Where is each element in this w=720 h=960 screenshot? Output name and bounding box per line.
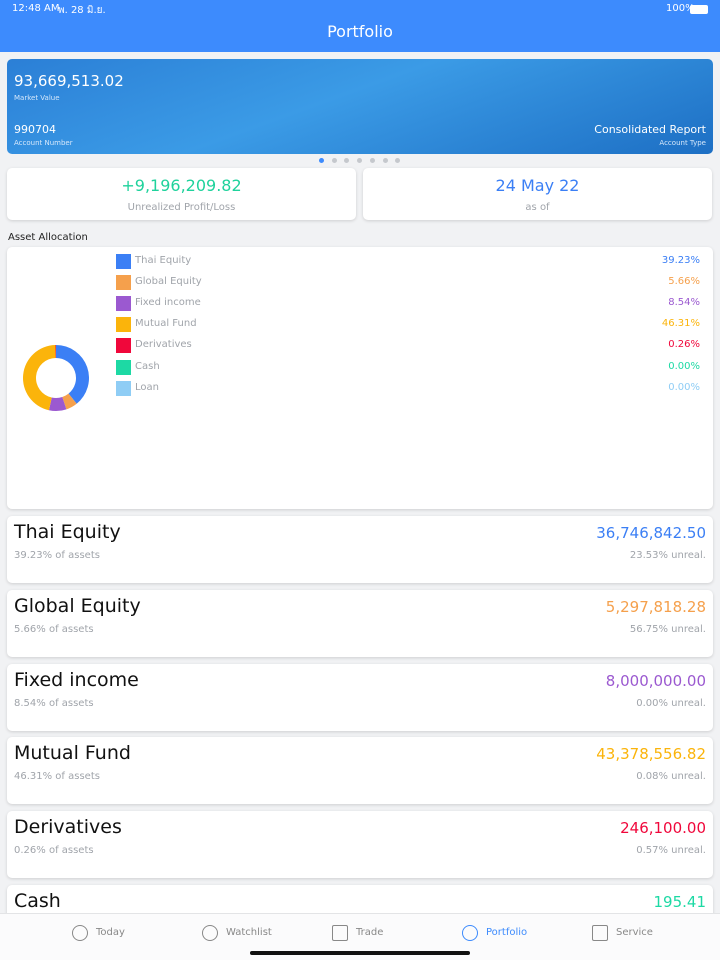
- allocation-card: Thai Equity 39.23% Global Equity 5.66% Fixed…: [7, 247, 713, 509]
- asset-unrealized: 0.00% unreal.: [636, 697, 706, 709]
- legend-swatch: [116, 317, 131, 333]
- legend-label: Mutual Fund: [135, 318, 197, 330]
- legend-swatch: [116, 380, 131, 396]
- tab-icon[interactable]: [202, 925, 218, 941]
- legend-value: 0.26%: [668, 339, 700, 351]
- legend-swatch: [116, 338, 131, 354]
- tab-bar: Today Watchlist Trade Portfolio Service: [0, 913, 720, 960]
- asset-value: 5,297,818.28: [605, 597, 706, 616]
- legend-label: Global Equity: [135, 276, 202, 288]
- legend-value: 0.00%: [668, 381, 700, 393]
- asset-value: 195.41: [653, 893, 707, 911]
- tab-icon[interactable]: [332, 925, 348, 941]
- status-date: พ. 28 มิ.ย.: [58, 5, 106, 16]
- legend-swatch: [116, 359, 131, 375]
- asset-unrealized: 23.53% unreal.: [629, 550, 706, 561]
- asset-share: 0.26% of assets: [14, 845, 94, 857]
- donut-slice: [55, 345, 56, 359]
- asset-value: 36,746,842.50: [596, 524, 706, 542]
- asset-unrealized: 0.08% unreal.: [636, 771, 706, 783]
- battery-icon: [690, 5, 708, 14]
- asset-unrealized: 0.57% unreal.: [636, 845, 706, 857]
- stat-value: 24 May 22: [495, 176, 580, 195]
- account-type: Consolidated Report: [594, 123, 706, 136]
- asset-name: Global Equity: [14, 594, 141, 617]
- asset-card[interactable]: Global Equity 5,297,818.28 5.66% of assets…: [7, 589, 713, 657]
- tab-label[interactable]: Trade: [356, 927, 384, 938]
- legend-value: 8.54%: [668, 297, 700, 309]
- page-dot[interactable]: [382, 158, 388, 163]
- legend-swatch: [116, 275, 131, 291]
- asset-unrealized: 56.75% unreal.: [629, 623, 706, 635]
- asset-value: 8,000,000.00: [605, 671, 706, 690]
- asset-share: 39.23% of assets: [14, 550, 100, 561]
- legend-value: 0.00%: [668, 360, 700, 372]
- donut-slice: [56, 345, 90, 404]
- legend-swatch: [116, 296, 131, 312]
- legend-label: Derivatives: [135, 339, 192, 351]
- section-title: Asset Allocation: [8, 232, 88, 243]
- page-dot[interactable]: [344, 158, 350, 163]
- asset-name: Thai Equity: [14, 521, 121, 543]
- page-dot[interactable]: [357, 158, 363, 163]
- donut-chart: [22, 345, 90, 411]
- status-time: 12:48 AM: [12, 3, 60, 14]
- legend-swatch: [116, 254, 131, 269]
- tab-icon[interactable]: [462, 925, 478, 941]
- asset-name: Cash: [14, 890, 61, 912]
- tab-icon[interactable]: [592, 925, 608, 941]
- asset-share: 8.54% of assets: [14, 697, 94, 709]
- asset-card[interactable]: Thai Equity 36,746,842.50 39.23% of assets…: [7, 516, 713, 583]
- status-battery: 100%: [666, 3, 695, 14]
- donut-slice: [48, 396, 67, 411]
- tab-label[interactable]: Today: [96, 927, 125, 938]
- page-dot[interactable]: [369, 158, 375, 163]
- donut-slice: [22, 345, 56, 411]
- summary-card: 93,669,513.02 Market Value 990704 Account N…: [7, 59, 713, 154]
- legend-value: 46.31%: [661, 318, 700, 330]
- asset-card[interactable]: Derivatives 246,100.00 0.26% of assets 0.57…: [7, 811, 713, 879]
- tab-label[interactable]: Service: [616, 927, 653, 938]
- asset-card[interactable]: Fixed income 8,000,000.00 8.54% of assets 0…: [7, 663, 713, 731]
- stat-card: +9,196,209.82 Unrealized Profit/Loss: [7, 168, 356, 220]
- page-dot[interactable]: [395, 158, 401, 163]
- asset-share: 46.31% of assets: [14, 771, 100, 783]
- stat-card: 24 May 22 as of: [363, 168, 712, 220]
- market-value-label: Market Value: [14, 94, 60, 102]
- asset-value: 246,100.00: [620, 819, 706, 838]
- legend-label: Cash: [135, 360, 160, 372]
- stat-label: Unrealized Profit/Loss: [127, 202, 236, 213]
- asset-value: 43,378,556.82: [596, 745, 706, 764]
- stat-value: +9,196,209.82: [121, 176, 242, 195]
- legend-value: 5.66%: [668, 276, 700, 288]
- tab-label[interactable]: Portfolio: [486, 927, 528, 938]
- account-number: 990704: [14, 123, 56, 136]
- page-dot[interactable]: [319, 158, 324, 163]
- account-number-label: Account Number: [14, 139, 73, 147]
- legend-label: Thai Equity: [135, 255, 192, 266]
- account-type-label: Account Type: [659, 139, 706, 147]
- legend-label: Fixed income: [135, 297, 201, 309]
- header-bar: [0, 0, 720, 52]
- page-dot[interactable]: [331, 158, 337, 163]
- donut-slice: [62, 393, 77, 410]
- asset-name: Derivatives: [14, 816, 122, 839]
- asset-name: Fixed income: [14, 668, 139, 691]
- home-indicator: [250, 951, 470, 955]
- stat-label: as of: [525, 202, 550, 213]
- legend-label: Loan: [135, 381, 159, 393]
- header-title: Portfolio: [327, 22, 393, 41]
- asset-card[interactable]: Mutual Fund 43,378,556.82 46.31% of assets…: [7, 737, 713, 805]
- asset-name: Mutual Fund: [14, 742, 131, 765]
- market-value: 93,669,513.02: [14, 72, 124, 90]
- tab-icon[interactable]: [72, 925, 88, 941]
- legend-value: 39.23%: [661, 255, 700, 266]
- tab-label[interactable]: Watchlist: [226, 927, 272, 938]
- asset-share: 5.66% of assets: [14, 623, 94, 635]
